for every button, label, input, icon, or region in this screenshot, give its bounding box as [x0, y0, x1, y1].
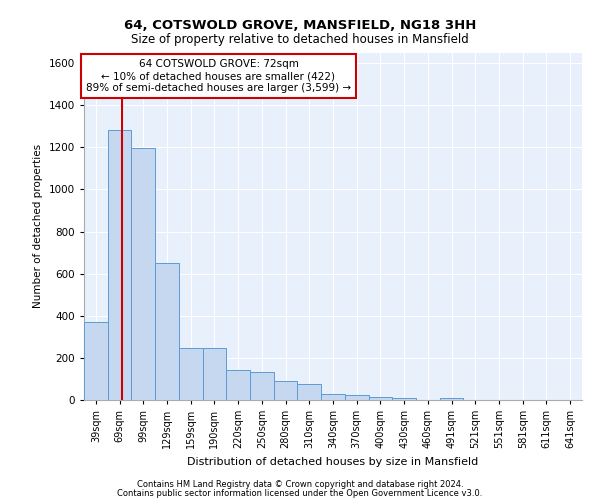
Bar: [345, 395, 368, 400]
Bar: [84, 322, 108, 400]
Text: 64 COTSWOLD GROVE: 72sqm
← 10% of detached houses are smaller (422)
89% of semi-: 64 COTSWOLD GROVE: 72sqm ← 10% of detach…: [86, 60, 351, 92]
Bar: [203, 348, 226, 400]
Y-axis label: Number of detached properties: Number of detached properties: [33, 144, 43, 308]
Bar: [131, 148, 155, 400]
Text: 64, COTSWOLD GROVE, MANSFIELD, NG18 3HH: 64, COTSWOLD GROVE, MANSFIELD, NG18 3HH: [124, 19, 476, 32]
Bar: [155, 263, 179, 400]
Text: Contains public sector information licensed under the Open Government Licence v3: Contains public sector information licen…: [118, 488, 482, 498]
Bar: [321, 394, 345, 400]
Bar: [440, 398, 463, 400]
Bar: [226, 370, 250, 400]
Bar: [298, 384, 321, 400]
Bar: [274, 382, 298, 400]
X-axis label: Distribution of detached houses by size in Mansfield: Distribution of detached houses by size …: [187, 456, 479, 466]
Text: Contains HM Land Registry data © Crown copyright and database right 2024.: Contains HM Land Registry data © Crown c…: [137, 480, 463, 489]
Bar: [179, 348, 203, 400]
Bar: [250, 372, 274, 400]
Bar: [392, 398, 416, 400]
Bar: [108, 130, 131, 400]
Bar: [368, 398, 392, 400]
Text: Size of property relative to detached houses in Mansfield: Size of property relative to detached ho…: [131, 33, 469, 46]
